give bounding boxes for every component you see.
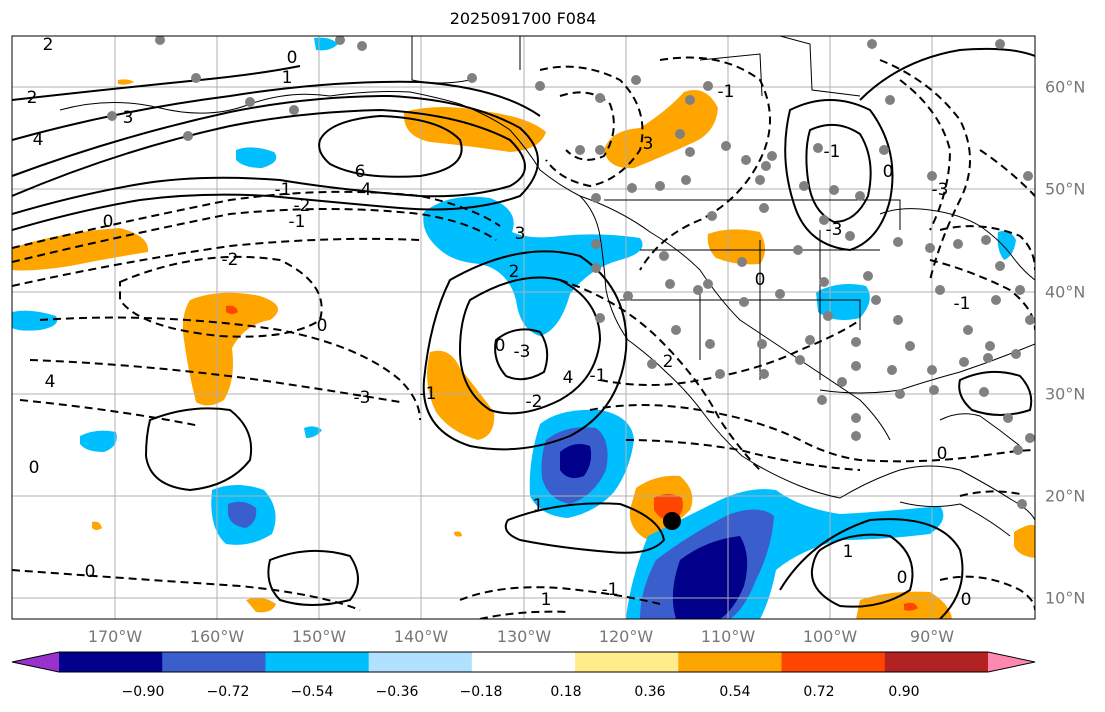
strong-positive-area	[226, 305, 238, 314]
contour-label: -3	[514, 342, 531, 362]
negative-anomaly-area	[304, 426, 322, 438]
lon-label: 100°W	[802, 627, 858, 646]
colorbar-tick-label: 0.72	[803, 684, 835, 700]
negative-anomaly-area	[997, 231, 1016, 260]
positive-anomaly-area	[118, 79, 134, 85]
lat-label: 50°N	[1045, 179, 1086, 199]
station-dots	[107, 36, 1035, 509]
lat-label: 10°N	[1045, 588, 1086, 608]
contour-label: -1	[954, 294, 971, 314]
positive-anomaly-area	[182, 292, 278, 406]
contour-label: 0	[287, 48, 298, 68]
negative-anomaly-area	[314, 37, 338, 51]
graticule	[12, 36, 1035, 619]
map-frame	[11, 35, 1036, 620]
contour-label: 0	[85, 562, 96, 582]
strong-positive-area	[904, 602, 918, 611]
plot-title: 2025091700 F084	[449, 9, 597, 28]
lat-label: 60°N	[1045, 77, 1086, 97]
lon-label: 170°W	[87, 627, 143, 646]
strong-negative-area	[228, 501, 257, 528]
negative-anomaly-area	[80, 430, 117, 452]
contour-label: -1	[824, 142, 841, 162]
contour-label: 0	[937, 444, 948, 464]
storm-center-marker	[663, 512, 681, 530]
contour-label: 0	[317, 316, 328, 336]
contour-label: 2	[663, 352, 674, 372]
colorbar-tick-label: 0.90	[888, 684, 920, 700]
contour-label: 0	[883, 162, 894, 182]
contour-label: 3	[123, 108, 134, 128]
colorbar-tick-label: 0.36	[634, 684, 666, 700]
lon-label: 150°W	[291, 627, 347, 646]
negative-anomaly-area	[423, 196, 643, 336]
contour-label: 1	[541, 590, 552, 610]
contour-label: 6	[355, 162, 366, 182]
contour-label: 0	[29, 458, 40, 478]
contour-label: 0	[755, 270, 766, 290]
contour-label: -3	[354, 388, 371, 408]
lon-label: 90°W	[909, 627, 955, 646]
contour-label: 4	[563, 368, 574, 388]
contour-label: -1	[602, 580, 619, 600]
positive-anomaly-area	[246, 597, 276, 613]
colorbar-tick-label: 0.54	[719, 684, 751, 700]
contour-label: -3	[932, 180, 949, 200]
contour-label: 4	[45, 372, 56, 392]
lon-label: 130°W	[496, 627, 552, 646]
contour-label: 2	[509, 262, 520, 282]
negative-anomaly-area	[236, 147, 277, 168]
lat-label: 20°N	[1045, 486, 1086, 506]
shaded-fields	[12, 37, 1035, 619]
contour-label: 1	[282, 68, 293, 88]
contour-label: -1	[289, 212, 306, 232]
contour-label: -2	[526, 392, 543, 412]
contour-label: 0	[961, 590, 972, 610]
contour-label: 1	[533, 496, 544, 516]
contour-label: -1	[590, 366, 607, 386]
contour-label: 0	[897, 568, 908, 588]
lon-label: 140°W	[393, 627, 449, 646]
positive-anomaly-area	[1014, 524, 1035, 558]
negative-anomaly-area	[816, 284, 870, 320]
lon-label: 160°W	[189, 627, 245, 646]
colorbar-tick-label: −0.90	[121, 684, 165, 700]
positive-anomaly-area	[707, 229, 765, 265]
contour-label: -1	[718, 82, 735, 102]
contour-label: 0	[495, 336, 506, 356]
lat-label: 40°N	[1045, 282, 1086, 302]
contour-label: -1	[275, 180, 292, 200]
contour-label: -3	[826, 220, 843, 240]
core-negative-area	[560, 444, 592, 478]
lon-label: 110°W	[700, 627, 756, 646]
contour-label: 3	[515, 224, 526, 244]
positive-anomaly-area	[92, 521, 102, 530]
lat-label: 30°N	[1045, 384, 1086, 404]
colorbar-tick-label: −0.36	[375, 684, 419, 700]
colorbar-tick-label: −0.54	[290, 684, 334, 700]
colorbar-tick-label: 0.18	[550, 684, 582, 700]
contour-label: 3	[643, 134, 654, 154]
contour-label: 2	[27, 88, 38, 108]
lon-label: 120°W	[598, 627, 654, 646]
contour-label: -1	[420, 384, 437, 404]
negative-anomaly-area	[12, 310, 58, 331]
dashed-contours	[12, 56, 1035, 619]
contour-label: 1	[843, 542, 854, 562]
contour-label: 0	[103, 212, 114, 232]
positive-anomaly-area	[454, 531, 462, 537]
contour-label: -2	[294, 196, 311, 216]
contour-label: 4	[361, 180, 372, 200]
colorbar-tick-label: −0.18	[459, 684, 503, 700]
positive-anomaly-area	[604, 90, 718, 169]
contour-label: 4	[33, 130, 44, 150]
coastlines	[59, 36, 1035, 537]
contour-label: -2	[222, 250, 239, 270]
contour-label: 2	[43, 35, 54, 55]
colorbar-tick-label: −0.72	[206, 684, 250, 700]
positive-anomaly-area	[427, 350, 495, 440]
